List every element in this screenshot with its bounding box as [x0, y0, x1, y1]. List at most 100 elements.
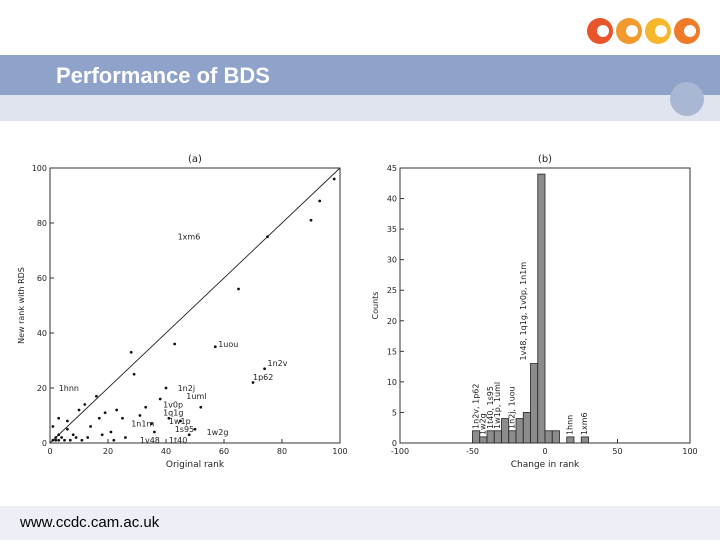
- chart-b-annotation: 1w2g: [479, 413, 488, 435]
- chart-a-annotation: 1n1m: [131, 420, 154, 429]
- chart-a-point: [100, 433, 104, 437]
- footer-url: www.ccdc.cam.ac.uk: [20, 514, 160, 531]
- band-decoration: [670, 82, 704, 116]
- chart-b-annotation: 1n2v, 1p62: [471, 384, 480, 429]
- chart-b-ytick-label: 45: [387, 164, 397, 173]
- chart-a-point: [266, 235, 269, 239]
- chart-a-point: [83, 403, 87, 406]
- chart-b-annotation: 1t40, 1s95: [486, 386, 495, 429]
- chart-a-point: [144, 405, 148, 409]
- chart-b-annotation: 1v48, 1q1g, 1v0p, 1n1m: [519, 262, 528, 361]
- chart-a-point: [121, 416, 124, 420]
- chart-b-ylabel: Counts: [371, 292, 380, 320]
- chart-a-point: [164, 386, 168, 390]
- chart-a-annotation: 1q1g: [163, 409, 183, 418]
- chart-a-point: [309, 218, 313, 222]
- chart-a-annotation: 1n2j: [178, 384, 195, 393]
- chart-a-point: [51, 438, 55, 442]
- chart-a-point: [57, 438, 61, 442]
- chart-b-xtick-label: -100: [391, 447, 409, 456]
- chart-a-scatter: (a) 0 20 40 60 80 100 0 20 40 60 80 100 Original rank…: [17, 154, 348, 470]
- chart-a-point: [97, 416, 101, 420]
- chart-a-point: [89, 425, 92, 428]
- chart-b-title: (b): [538, 154, 552, 165]
- chart-a-point: [60, 436, 63, 439]
- chart-a-annotation: 1v48: [140, 436, 160, 445]
- chart-a-point: [187, 433, 191, 437]
- chart-a-annotation: 1t40: [169, 436, 187, 445]
- chart-b-xlabel: Change in rank: [511, 460, 580, 470]
- chart-a-point: [54, 438, 58, 442]
- chart-a-point: [132, 372, 136, 376]
- chart-b-bar: [530, 363, 539, 444]
- logo-ring-hole-1: [597, 25, 609, 37]
- chart-a-point: [86, 436, 90, 439]
- chart-a-point: [66, 427, 69, 431]
- chart-a-point: [54, 436, 58, 439]
- logo-ring-hole-2: [626, 25, 638, 37]
- chart-b-annotation: 1n2j, 1uou: [508, 386, 517, 429]
- chart-a-ytick-label: 20: [37, 384, 47, 393]
- chart-a-annotation: 1uou: [218, 340, 238, 349]
- chart-a-point: [63, 438, 66, 442]
- chart-b-bar: [551, 430, 560, 444]
- chart-a-point: [68, 438, 72, 442]
- chart-a-point: [138, 414, 142, 417]
- chart-a-point: [57, 416, 61, 420]
- chart-a-point: [213, 345, 217, 349]
- chart-a-xtick-label: 0: [47, 447, 52, 456]
- chart-a-point: [179, 419, 182, 423]
- chart-a-ytick-label: 0: [42, 439, 47, 448]
- chart-b-xtick-label: 50: [612, 447, 622, 456]
- chart-a-point: [74, 436, 78, 439]
- chart-a-annotation: 1w1p: [169, 417, 191, 426]
- chart-a-point: [103, 411, 107, 415]
- chart-b-xtick-label: 100: [682, 447, 697, 456]
- chart-b-bar: [493, 430, 502, 444]
- chart-b-histogram: (b) -100 -50 0 50 100 0 5 10 15 20 25 30 35 40 45 Change…: [371, 154, 698, 470]
- chart-b-bar: [486, 430, 495, 444]
- chart-b-annotation: 1w1p, 1uml: [493, 382, 502, 429]
- chart-b-bar: [508, 430, 517, 444]
- chart-a-point: [66, 419, 69, 423]
- chart-a-annotation: 1v0p: [163, 400, 183, 409]
- chart-a-point: [129, 350, 133, 354]
- chart-a-point: [109, 430, 113, 434]
- chart-b-bar: [479, 436, 488, 444]
- chart-a-point: [71, 433, 75, 437]
- chart-a-annotation: 1p62: [253, 373, 273, 382]
- footer: www.ccdc.cam.ac.uk: [0, 506, 720, 540]
- chart-b-ytick-label: 30: [387, 256, 397, 265]
- chart-a-point: [318, 199, 322, 203]
- chart-a-frame: [49, 167, 341, 444]
- chart-b-bar: [544, 430, 553, 444]
- chart-b-ytick-label: 0: [392, 439, 397, 448]
- chart-b-xtick-label: -50: [466, 447, 479, 456]
- chart-b-ytick-label: 35: [387, 225, 397, 234]
- chart-a-point: [263, 367, 266, 371]
- chart-a-annotation: 1w2g: [207, 428, 229, 437]
- chart-a-xtick-label: 100: [332, 447, 347, 456]
- chart-a-point: [237, 287, 240, 291]
- chart-a-xlabel: Original rank: [166, 460, 225, 470]
- chart-b-ytick-label: 5: [392, 408, 397, 417]
- chart-b-bar: [566, 436, 575, 444]
- chart-a-ytick-label: 80: [37, 219, 47, 228]
- logo-ring-hole-3: [655, 25, 667, 37]
- title-subband: [0, 95, 720, 121]
- chart-b-annotation: 1hnn: [566, 415, 575, 435]
- chart-a-annotation: 1uml: [186, 392, 206, 401]
- chart-a-xtick-label: 60: [219, 447, 229, 456]
- chart-b-bar: [522, 412, 531, 444]
- chart-a-point: [167, 416, 171, 420]
- chart-b-xtick-label: 0: [542, 447, 547, 456]
- chart-a-point: [80, 438, 84, 442]
- chart-a-point: [112, 438, 116, 442]
- chart-a-xtick-label: 40: [161, 447, 171, 456]
- title-band: Performance of BDS: [0, 55, 720, 95]
- chart-a-point: [124, 436, 127, 439]
- chart-a-point: [199, 405, 203, 409]
- slide-title: Performance of BDS: [56, 63, 270, 88]
- chart-a-point: [150, 422, 153, 426]
